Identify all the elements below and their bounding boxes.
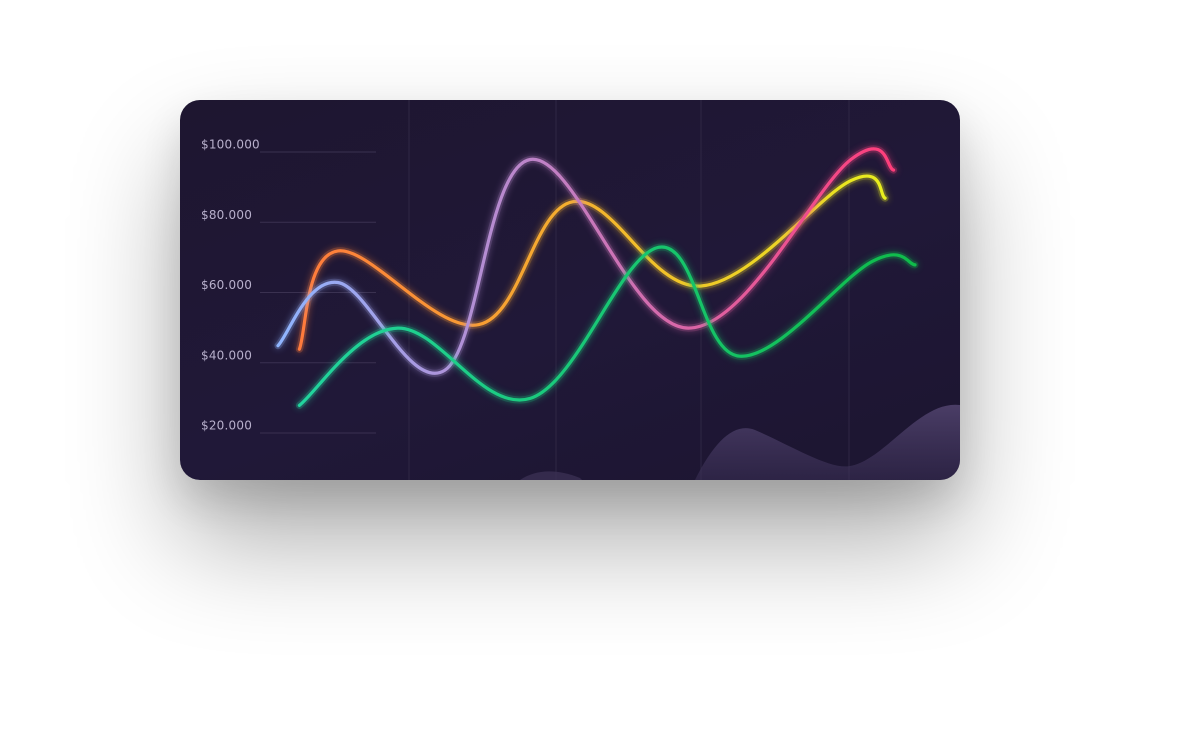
y-tick-label: $20.000 — [201, 419, 252, 433]
y-tick-label: $40.000 — [201, 348, 252, 362]
y-tick-label: $80.000 — [201, 208, 252, 222]
y-tick-label: $60.000 — [201, 278, 252, 292]
y-tick-label: $100.000 — [201, 138, 260, 152]
series-line-1 — [295, 172, 889, 353]
series-line-3 — [295, 243, 919, 409]
decorative-wave — [520, 404, 960, 480]
series-glow — [295, 243, 919, 409]
series-path — [276, 147, 896, 375]
series-layer — [274, 145, 919, 409]
series-path — [297, 245, 917, 407]
line-chart: $100.000 $80.000 $60.000 $40.000 $20.000 — [201, 100, 960, 480]
series-path — [297, 174, 887, 351]
chart-card: $100.000 $80.000 $60.000 $40.000 $20.000 — [180, 100, 960, 480]
series-line-2 — [274, 145, 898, 377]
y-axis-labels: $100.000 $80.000 $60.000 $40.000 $20.000 — [201, 138, 260, 433]
